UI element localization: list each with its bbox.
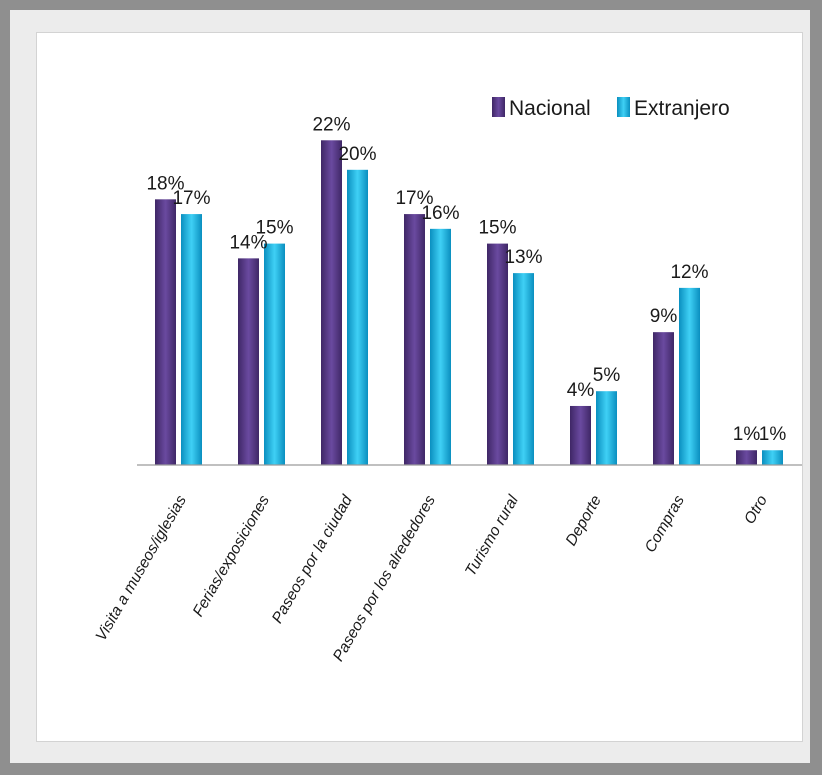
category-label-ferias-exposiciones: Ferias/exposiciones bbox=[190, 492, 273, 619]
category-label-paseos-por-los-alrededores: Paseos por los alrededores bbox=[330, 492, 439, 664]
bar-nacional-compras bbox=[653, 332, 674, 465]
data-label-extranjero-otro: 1% bbox=[759, 424, 787, 445]
legend-label-extranjero: Extranjero bbox=[634, 97, 730, 120]
data-label-nacional-otro: 1% bbox=[733, 424, 761, 445]
bar-extranjero-paseos-por-la-ciudad bbox=[347, 169, 368, 466]
category-label-turismo-rural: Turismo rural bbox=[462, 492, 522, 579]
data-label-extranjero-deporte: 5% bbox=[593, 365, 621, 386]
bar-chart: 18%17%14%15%22%20%17%16%15%13%4%5%9%12%1… bbox=[93, 97, 802, 664]
bar-extranjero-turismo-rural bbox=[513, 273, 534, 465]
bar-nacional-paseos-por-la-ciudad bbox=[321, 140, 342, 465]
bar-nacional-ferias-exposiciones bbox=[238, 258, 259, 465]
bar-extranjero-otro bbox=[762, 450, 783, 465]
data-label-nacional-turismo-rural: 15% bbox=[478, 218, 516, 239]
bar-nacional-visita-a-museos-iglesias bbox=[155, 199, 176, 465]
data-label-nacional-paseos-por-la-ciudad: 22% bbox=[312, 114, 350, 135]
category-label-paseos-por-la-ciudad: Paseos por la ciudad bbox=[269, 491, 357, 626]
data-label-extranjero-paseos-por-la-ciudad: 20% bbox=[338, 144, 376, 165]
data-label-nacional-ferias-exposiciones: 14% bbox=[229, 232, 267, 253]
chart-frame: 18% 17% 14% 15% 22% 20% 17% 16% 15% 13% 4% 5% 9% 12% 1… bbox=[10, 10, 810, 763]
bar-extranjero-visita-a-museos-iglesias bbox=[181, 214, 202, 465]
legend-swatch-nacional bbox=[492, 97, 505, 117]
data-labels-group: 18%17%14%15%22%20%17%16%15%13%4%5%9%12%1… bbox=[146, 114, 786, 445]
data-label-nacional-paseos-por-los-alrededores: 17% bbox=[395, 188, 433, 209]
data-label-extranjero-paseos-por-los-alrededores: 16% bbox=[421, 203, 459, 224]
data-label-extranjero-compras: 12% bbox=[670, 262, 708, 283]
bar-nacional-turismo-rural bbox=[487, 243, 508, 465]
data-label-nacional-compras: 9% bbox=[650, 306, 678, 327]
data-label-nacional-deporte: 4% bbox=[567, 380, 595, 401]
data-label-extranjero-ferias-exposiciones: 15% bbox=[255, 218, 293, 239]
bar-nacional-otro bbox=[736, 450, 757, 465]
legend: Nacional Extranjero bbox=[492, 97, 730, 120]
data-label-extranjero-turismo-rural: 13% bbox=[504, 247, 542, 268]
category-label-deporte: Deporte bbox=[563, 492, 605, 549]
bar-nacional-paseos-por-los-alrededores bbox=[404, 214, 425, 465]
category-label-compras: Compras bbox=[642, 492, 688, 555]
bar-extranjero-ferias-exposiciones bbox=[264, 243, 285, 465]
chart-panel: 18% 17% 14% 15% 22% 20% 17% 16% 15% 13% 4% 5% 9% 12% 1… bbox=[36, 32, 803, 742]
category-labels-group: Visita a museos/iglesias Ferias/exposicio… bbox=[93, 491, 771, 664]
bar-extranjero-compras bbox=[679, 287, 700, 465]
bar-extranjero-deporte bbox=[596, 391, 617, 465]
bar-extranjero-paseos-por-los-alrededores bbox=[430, 228, 451, 465]
bar-nacional-deporte bbox=[570, 405, 591, 465]
data-label-extranjero-visita-a-museos-iglesias: 17% bbox=[172, 188, 210, 209]
bars-group bbox=[155, 140, 783, 466]
category-label-otro: Otro bbox=[741, 492, 771, 527]
legend-label-nacional: Nacional bbox=[509, 97, 591, 120]
data-label-nacional-visita-a-museos-iglesias: 18% bbox=[146, 173, 184, 194]
category-label-visita-a-museos-iglesias: Visita a museos/iglesias bbox=[93, 492, 190, 644]
legend-swatch-extranjero bbox=[617, 97, 630, 117]
